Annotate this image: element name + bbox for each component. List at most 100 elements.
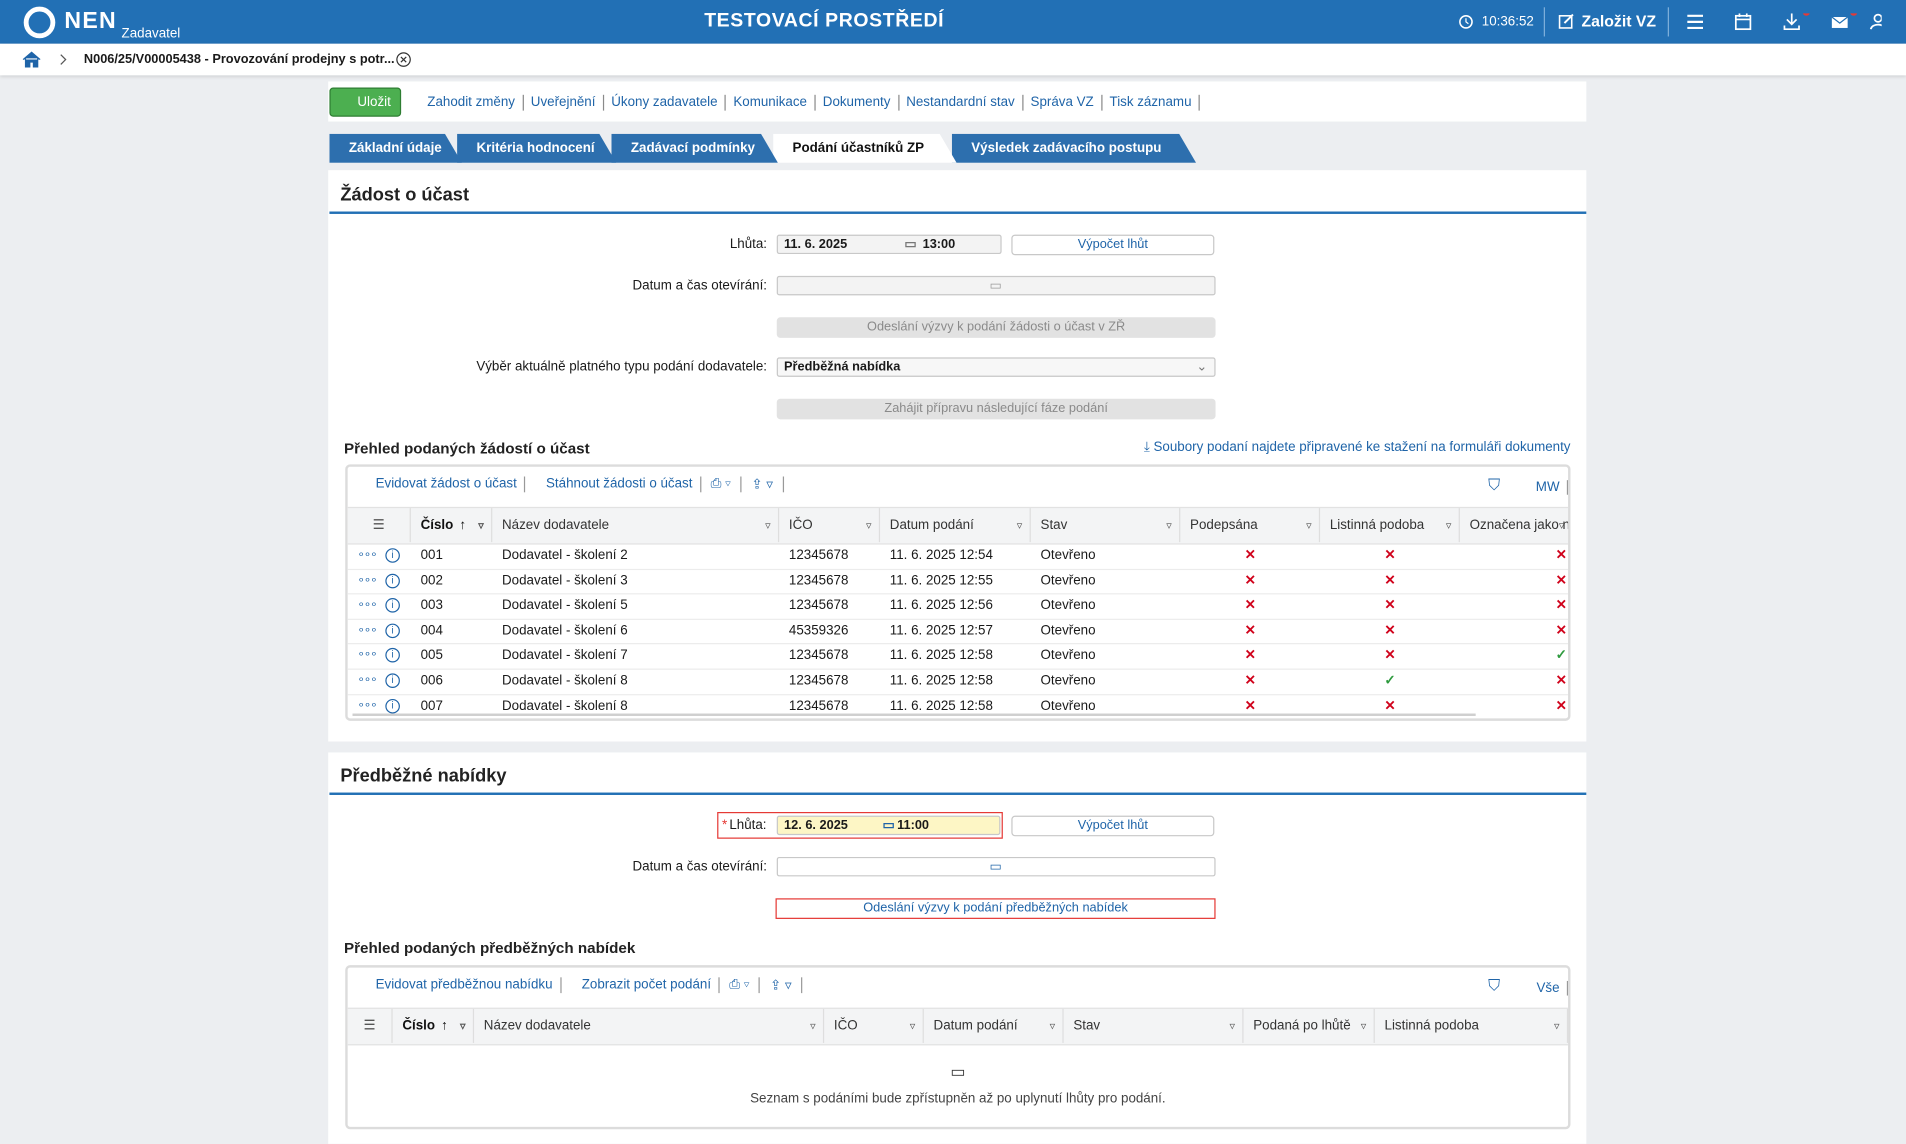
row-actions[interactable]: ∘∘∘: [357, 598, 377, 612]
download-link[interactable]: ⤓ Soubory podaní najdete připravené ke s…: [1143, 440, 1571, 455]
cell-text: Dodavatel - školení 6: [502, 623, 628, 638]
grid-row[interactable]: ∘∘∘ i 007 Dodavatel - školení 8 12345678 11. …: [348, 694, 1568, 719]
column-header[interactable]: Název dodavatele ▿: [474, 1008, 825, 1043]
column-header[interactable]: Podepsána ▿: [1180, 508, 1321, 543]
column-header[interactable]: Označena jako ne ▿: [1460, 508, 1571, 542]
column-header[interactable]: Datum podání ▿: [880, 508, 1031, 543]
print-menu[interactable]: ⎙ ▿: [701, 476, 742, 493]
section-rule: [329, 792, 1587, 795]
info-icon[interactable]: i: [385, 573, 400, 588]
row-actions[interactable]: ∘∘∘: [357, 573, 377, 587]
column-title: Název dodavatele: [483, 1018, 591, 1034]
info-icon[interactable]: i: [385, 673, 400, 689]
field-label: Výběr aktuálně platného typu podání doda…: [476, 359, 768, 375]
create-button[interactable]: Založit VZ: [1581, 12, 1657, 31]
breadcrumb-icons[interactable]: [22, 51, 75, 68]
deadline-input[interactable]: 11. 6. 2025 ▭ 13:00: [776, 234, 1002, 255]
deadline-date: 11. 6. 2025: [784, 237, 848, 252]
column-header[interactable]: Číslo ↑ ▿: [393, 1008, 475, 1043]
toolbar-item[interactable]: Komunikace: [726, 94, 816, 111]
column-header[interactable]: Stav ▿: [1064, 1008, 1244, 1043]
grid-row[interactable]: ∘∘∘ i 003 Dodavatel - školení 5 12345678 11. …: [347, 593, 1569, 620]
top-bar: NEN Zadavatel TESTOVACÍ PROSTŘEDÍ 10:36:…: [0, 0, 1906, 44]
row-actions[interactable]: ∘∘∘: [357, 623, 377, 637]
calc-button[interactable]: Výpočet lhůt: [1011, 234, 1215, 256]
filter-icon[interactable]: ⛉: [1488, 475, 1501, 494]
row-actions[interactable]: ∘∘∘: [357, 548, 377, 562]
column-title: Označena jako ne: [1469, 517, 1571, 533]
row-actions[interactable]: ∘∘∘: [357, 648, 377, 662]
toolbar-item[interactable]: Tisk záznamu: [1102, 94, 1201, 111]
header-icons[interactable]: [1687, 13, 1882, 32]
column-header[interactable]: Číslo ↑ ▿: [411, 508, 493, 543]
column-header[interactable]: Listinná podoba ▿: [1375, 1008, 1569, 1043]
cross-icon: ✕: [1384, 598, 1396, 613]
grid-action[interactable]: Evidovat předběžnou nabídku: [355, 977, 562, 994]
tab[interactable]: Zadávací podmínky: [611, 134, 778, 163]
column-header[interactable]: Název dodavatele ▿: [492, 508, 780, 543]
grid-action[interactable]: Evidovat žádost o účast: [355, 476, 526, 493]
toolbar-item[interactable]: Zahodit změny: [408, 94, 524, 111]
info-icon[interactable]: i: [385, 598, 400, 613]
tab[interactable]: Základní údaje: [329, 134, 461, 163]
column-header[interactable]: IČO ▿: [824, 1008, 924, 1043]
info-icon[interactable]: i: [385, 698, 400, 714]
deadline-input[interactable]: 12. 6. 2025 ▭ 11:00: [776, 815, 1001, 836]
tab[interactable]: Výsledek zadávacího postupu: [952, 134, 1196, 163]
sort-icon: ↑: [459, 517, 467, 533]
info-icon[interactable]: i: [385, 648, 400, 663]
select-arrow: ⌄: [1196, 359, 1208, 375]
cross-icon: ✕: [1244, 648, 1256, 663]
toolbar-item[interactable]: Uveřejnění: [524, 94, 604, 111]
toolbar-item[interactable]: Nestandardní stav: [899, 94, 1024, 111]
opening-input: ▭: [776, 275, 1216, 296]
toolbar-item[interactable]: Úkony zadavatele: [604, 94, 727, 111]
grid-row[interactable]: ∘∘∘ i 006 Dodavatel - školení 8 12345678 11. …: [347, 669, 1569, 695]
cell-text: Otevřeno: [1040, 698, 1096, 714]
toolbar-item[interactable]: Dokumenty: [815, 94, 899, 111]
print-menu[interactable]: ⎙ ▿: [720, 977, 761, 994]
view-label[interactable]: Vše: [1537, 980, 1569, 996]
row-actions[interactable]: ∘∘∘: [357, 698, 377, 712]
grid-row[interactable]: ∘∘∘ i 004 Dodavatel - školení 6 45359326 11. …: [347, 618, 1569, 645]
toolbar-item[interactable]: Správa VZ: [1023, 94, 1103, 111]
grid-action[interactable]: Stáhnout žádosti o účast: [525, 476, 701, 493]
time: 10:36:52: [1481, 14, 1534, 30]
export-menu[interactable]: ⇪ ▿: [742, 476, 784, 493]
column-header[interactable]: Stav ▿: [1031, 508, 1181, 543]
section-title: Předběžné nabídky: [340, 765, 507, 787]
cross-icon: ✕: [1244, 698, 1256, 714]
tab[interactable]: Podání účastníků ZP: [773, 134, 957, 163]
save-button[interactable]: Uložit: [329, 87, 401, 117]
filter-icon[interactable]: ⛉: [1488, 976, 1501, 995]
grid-row[interactable]: ∘∘∘ i 001 Dodavatel - školení 2 12345678 11. …: [347, 543, 1569, 570]
type-select[interactable]: Předběžná nabídka ⌄: [776, 357, 1216, 377]
row-actions[interactable]: ∘∘∘: [357, 673, 377, 687]
grid-row[interactable]: ∘∘∘ i 005 Dodavatel - školení 7 12345678 11. …: [347, 644, 1569, 670]
toolbar: Uložit Zahodit změny Uveřejnění Úkony zadav…: [329, 87, 1201, 117]
divider: [1667, 7, 1669, 37]
export-menu[interactable]: ⇪ ▿: [760, 977, 803, 994]
column-header[interactable]: IČO ▿: [779, 508, 881, 543]
close-icon[interactable]: [395, 51, 412, 68]
breadcrumb[interactable]: N006/25/V00005438 - Provozování prodejny…: [83, 52, 395, 67]
logo-icon: [23, 6, 56, 39]
column-header[interactable]: Listinná podoba ▿: [1320, 508, 1460, 543]
column-header[interactable]: Datum podání ▿: [924, 1008, 1064, 1043]
tab[interactable]: Kritéria hodnocení: [457, 134, 616, 163]
calc-button[interactable]: Výpočet lhůt: [1011, 815, 1215, 837]
column-settings[interactable]: ☰: [348, 1008, 393, 1043]
column-header[interactable]: Podaná po lhůtě ▿: [1244, 1008, 1375, 1043]
filter-arrow: ▿: [909, 1019, 916, 1033]
column-title: Datum podání: [933, 1018, 1018, 1034]
send-button[interactable]: Odeslání výzvy k podání předběžných nabí…: [775, 898, 1216, 919]
view-label[interactable]: MW: [1536, 480, 1569, 495]
cross-icon: ✕: [1244, 573, 1256, 588]
grid-row[interactable]: ∘∘∘ i 002 Dodavatel - školení 3 12345678 11. …: [347, 568, 1569, 595]
info-icon[interactable]: i: [385, 548, 400, 563]
grid-action[interactable]: Zobrazit počet podání: [561, 977, 720, 994]
scrollbar: [352, 713, 1476, 716]
info-icon[interactable]: i: [385, 623, 400, 638]
opening-input[interactable]: ▭: [776, 856, 1216, 877]
column-settings[interactable]: ☰: [348, 508, 411, 543]
